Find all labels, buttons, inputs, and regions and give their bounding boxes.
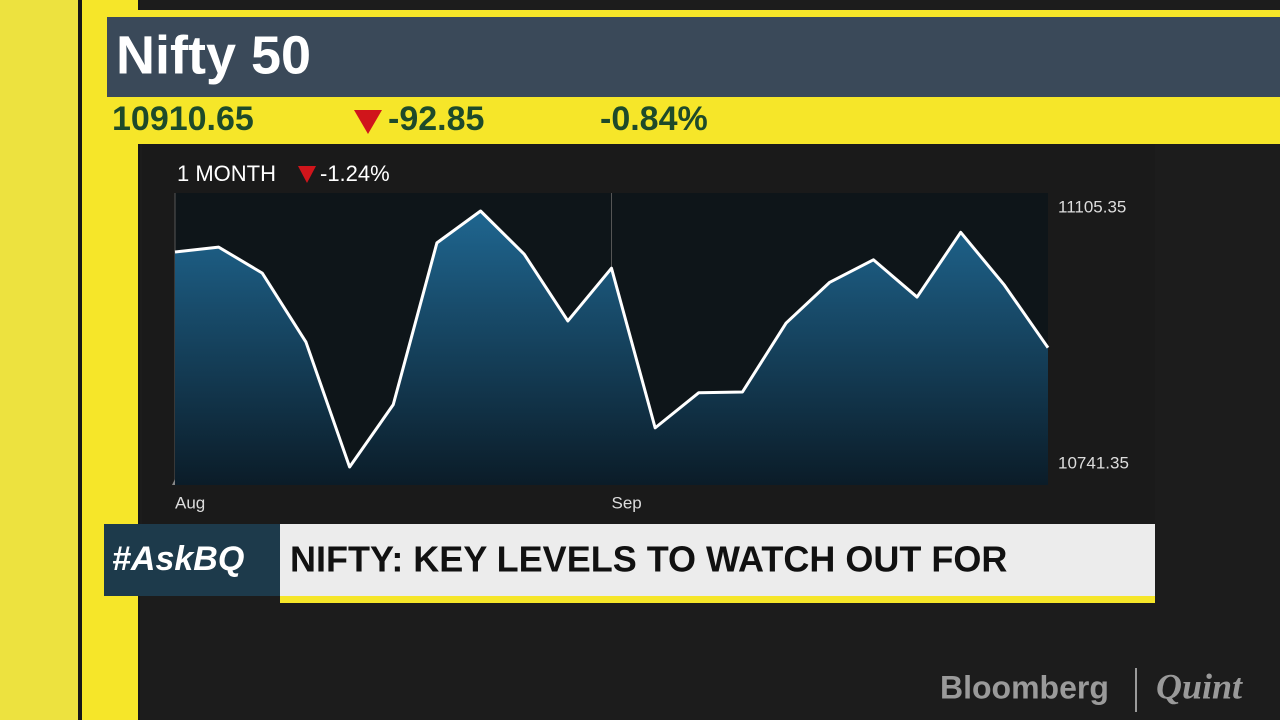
yellow-column [0, 0, 78, 720]
period-change: -1.24% [320, 161, 390, 186]
logo-right: Quint [1156, 666, 1243, 706]
x-tick-label: Sep [612, 493, 642, 512]
title: Nifty 50 [116, 25, 311, 85]
headline-box [280, 524, 1155, 596]
title-bar [107, 17, 1280, 97]
period: 1 MONTH [177, 161, 276, 186]
y-tick-label: 11105.35 [1058, 197, 1126, 216]
tag: #AskBQ [112, 540, 244, 578]
change-pct: -0.84% [600, 100, 708, 138]
x-tick-label: Aug [175, 493, 205, 512]
logo-left: Bloomberg [940, 669, 1109, 705]
line [174, 209, 1050, 469]
area-fill [175, 211, 1048, 485]
headline-underline [280, 596, 1155, 603]
change: -92.85 [388, 100, 484, 138]
down-arrow [298, 166, 316, 183]
y-tick-label: 10741.35 [1058, 453, 1129, 472]
headline: NIFTY: KEY LEVELS TO WATCH OUT FOR [290, 539, 1007, 580]
down-arrow [354, 110, 382, 134]
price: 10910.65 [112, 100, 254, 138]
tag-box [104, 524, 280, 596]
